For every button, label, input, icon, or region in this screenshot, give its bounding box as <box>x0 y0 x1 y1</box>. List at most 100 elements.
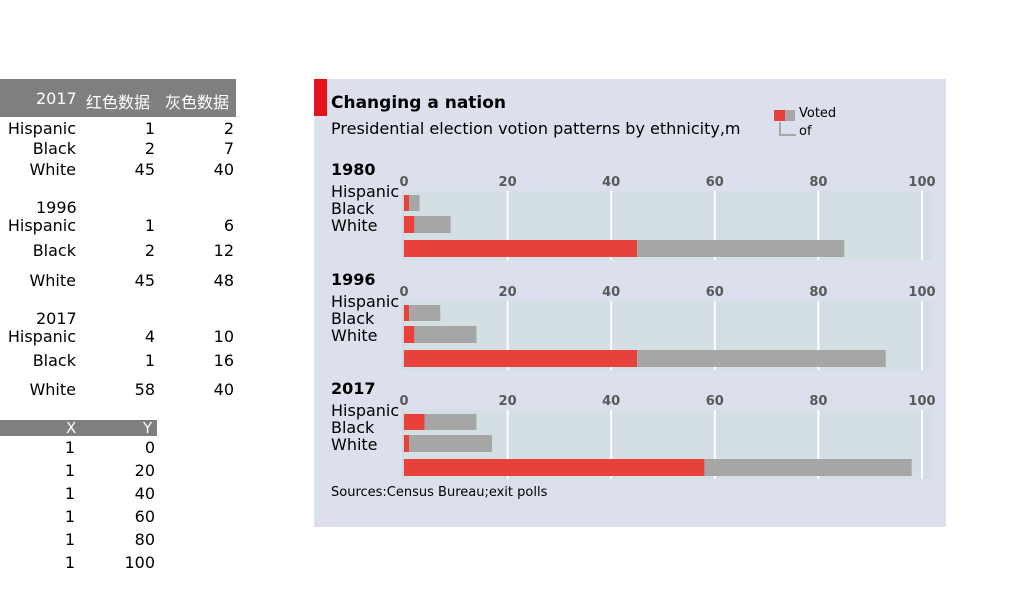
table-row-label: White <box>29 160 76 179</box>
tick-label: 40 <box>602 285 620 300</box>
category-label: White <box>331 435 378 454</box>
bar-gray-black <box>414 326 477 343</box>
tick-label: 40 <box>602 175 620 190</box>
bar-red-white <box>404 459 705 476</box>
table-row-label: White <box>29 380 76 399</box>
tick-label: 0 <box>399 394 408 409</box>
category-label: Hispanic <box>331 292 400 311</box>
xy-table-header: X Y <box>0 419 157 437</box>
table-cell-gray: 40 <box>213 380 234 399</box>
category-label: Black <box>331 199 375 218</box>
header-year: 2017 <box>36 89 77 108</box>
xy-cell-x: 1 <box>64 484 75 503</box>
tick-label: 0 <box>399 175 408 190</box>
bar-gray-hispanic <box>424 414 477 430</box>
table-cell-gray: 10 <box>213 327 234 346</box>
xy-cell-x: 1 <box>64 438 75 457</box>
table-cell-red: 1 <box>144 119 155 138</box>
bar-red-white <box>404 350 638 367</box>
legend-label-of: of <box>799 124 812 139</box>
table-cell-gray: 7 <box>223 139 234 158</box>
xy-cell-x: 1 <box>64 530 75 549</box>
table-row-label: Hispanic <box>7 216 76 235</box>
panel-year-label: 2017 <box>331 379 376 398</box>
header-gray-data: 灰色数据 <box>165 93 230 112</box>
legend-swatch-red <box>774 110 785 121</box>
xy-cell-x: 1 <box>64 553 75 572</box>
bar-gray-white <box>637 240 845 257</box>
bar-gray-white <box>637 350 886 367</box>
tick-label: 0 <box>399 285 408 300</box>
xy-cell-y: 40 <box>134 484 155 503</box>
xy-cell-y: 60 <box>134 507 155 526</box>
bar-red-hispanic <box>404 195 410 211</box>
table-cell-gray: 12 <box>213 241 234 260</box>
xy-cell-y: 100 <box>124 553 155 572</box>
tick-label: 20 <box>499 285 517 300</box>
category-label: Black <box>331 309 375 328</box>
bar-gray-hispanic <box>409 195 420 211</box>
bar-gray-hispanic <box>409 305 441 321</box>
tick-label: 60 <box>706 285 724 300</box>
tick-label: 20 <box>499 394 517 409</box>
header-x: X <box>66 419 77 437</box>
header-y: Y <box>143 419 153 437</box>
tick-label: 100 <box>908 175 935 190</box>
category-label: Black <box>331 418 375 437</box>
xy-cell-y: 80 <box>134 530 155 549</box>
title-accent-bar <box>314 79 327 116</box>
bar-red-black <box>404 326 415 343</box>
bar-gray-black <box>409 435 493 452</box>
bar-red-hispanic <box>404 414 425 430</box>
xy-cell-y: 0 <box>144 438 155 457</box>
header-red-data: 红色数据 <box>86 93 151 112</box>
xy-cell-y: 20 <box>134 461 155 480</box>
table-cell-red: 2 <box>144 241 155 260</box>
table-row-label: Hispanic <box>7 119 76 138</box>
tick-label: 100 <box>908 394 935 409</box>
table-cell-red: 1 <box>144 216 155 235</box>
table-cell-gray: 16 <box>213 351 234 370</box>
panel-year-label: 1980 <box>331 160 376 179</box>
table-cell-gray: 6 <box>223 216 234 235</box>
tick-label: 40 <box>602 394 620 409</box>
table-cell-red: 45 <box>134 271 155 290</box>
category-label: White <box>331 216 378 235</box>
bar-red-white <box>404 240 638 257</box>
panel-year-label: 1996 <box>331 270 376 289</box>
xy-cell-x: 1 <box>64 507 75 526</box>
bar-red-hispanic <box>404 305 410 321</box>
legend-swatch-gray <box>785 110 795 121</box>
category-label: Hispanic <box>331 182 400 201</box>
table-cell-red: 4 <box>144 327 155 346</box>
category-label: Hispanic <box>331 401 400 420</box>
tick-label: 60 <box>706 175 724 190</box>
bar-red-black <box>404 435 410 452</box>
table-row-label: Black <box>32 139 76 158</box>
table-year-label: 2017 <box>36 309 77 328</box>
table-cell-red: 58 <box>134 380 155 399</box>
tick-label: 20 <box>499 175 517 190</box>
table-year-label: 1996 <box>36 198 77 217</box>
table-row-label: Hispanic <box>7 327 76 346</box>
table-cell-gray: 48 <box>213 271 234 290</box>
legend-bracket <box>779 122 796 136</box>
table-row-label: Black <box>32 241 76 260</box>
table-cell-red: 1 <box>144 351 155 370</box>
table-row-label: White <box>29 271 76 290</box>
table-cell-gray: 2 <box>223 119 234 138</box>
tick-label: 80 <box>809 175 827 190</box>
chart-title: Changing a nation <box>331 93 507 113</box>
bar-gray-black <box>414 216 451 233</box>
tick-label: 80 <box>809 394 827 409</box>
category-label: White <box>331 326 378 345</box>
legend-label-voted: Voted <box>799 106 837 121</box>
table-row-label: Black <box>32 351 76 370</box>
table-cell-red: 45 <box>134 160 155 179</box>
chart-subtitle: Presidential election votion patterns by… <box>331 119 741 138</box>
bar-red-black <box>404 216 415 233</box>
bar-gray-white <box>704 459 912 476</box>
xy-cell-x: 1 <box>64 461 75 480</box>
tick-label: 60 <box>706 394 724 409</box>
